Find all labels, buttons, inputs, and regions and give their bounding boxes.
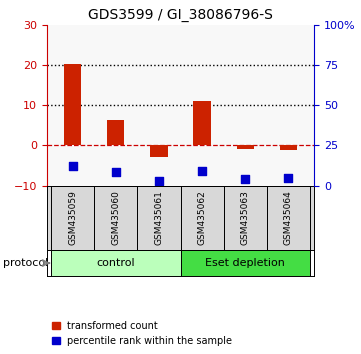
Text: control: control [96,258,135,268]
Bar [280,145,297,150]
Legend: transformed count, percentile rank within the sample: transformed count, percentile rank withi… [52,321,232,346]
Bar [180,250,310,276]
Bar [236,145,254,149]
Title: GDS3599 / GI_38086796-S: GDS3599 / GI_38086796-S [88,8,273,22]
Text: GSM435064: GSM435064 [284,190,293,245]
Bar [138,185,180,250]
Point [285,175,291,181]
Bar [223,185,267,250]
Bar [51,250,180,276]
Bar [193,101,211,145]
Bar [107,120,125,145]
Bar [94,185,138,250]
Point [156,178,162,184]
Bar [150,145,168,158]
Point [70,164,76,169]
Text: protocol: protocol [3,258,48,268]
Text: GSM435062: GSM435062 [197,190,206,245]
Bar [51,185,94,250]
Text: GSM435063: GSM435063 [241,190,249,245]
Bar [64,64,81,145]
Bar [180,185,223,250]
Point [199,169,205,174]
Point [242,176,248,182]
Text: GSM435061: GSM435061 [155,190,164,245]
Text: Eset depletion: Eset depletion [205,258,285,268]
Text: GSM435059: GSM435059 [68,190,77,245]
Point [113,170,119,175]
Bar [267,185,310,250]
Text: GSM435060: GSM435060 [112,190,120,245]
